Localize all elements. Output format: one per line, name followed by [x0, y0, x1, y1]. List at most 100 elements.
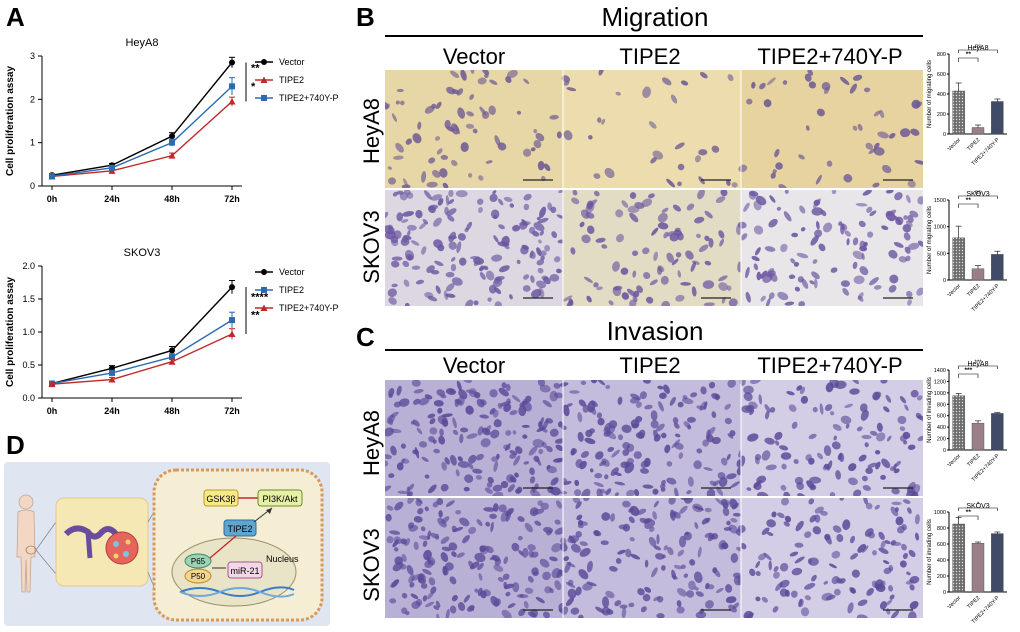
- cell-blob: [643, 518, 651, 523]
- significance-label: **: [966, 51, 972, 58]
- cell-blob: [427, 591, 434, 600]
- cell-blob: [509, 294, 513, 300]
- y-tick-label: 1000: [934, 510, 946, 516]
- cell-blob: [488, 284, 497, 294]
- cell-blob: [596, 286, 603, 291]
- cell-blob: [586, 581, 597, 587]
- cell-blob: [728, 298, 738, 306]
- cell-blob: [852, 237, 859, 246]
- cell-blob: [830, 267, 838, 273]
- human-figure-icon: [16, 494, 37, 593]
- cell-blob: [577, 520, 584, 526]
- x-tick-label: TIPE2: [966, 453, 981, 468]
- cell-blob: [539, 558, 550, 568]
- cell-blob: [883, 406, 890, 413]
- cell-blob: [874, 579, 884, 590]
- cell-blob: [459, 517, 470, 527]
- cell-blob: [779, 562, 789, 572]
- y-tick-label: 200: [937, 574, 946, 580]
- cell-blob: [593, 173, 601, 179]
- cell-blob: [400, 238, 410, 246]
- cell-blob: [570, 447, 576, 456]
- cell-blob: [534, 520, 542, 526]
- cell-blob: [840, 415, 852, 425]
- cell-blob: [860, 409, 869, 421]
- y-tick-label: 1500: [934, 198, 946, 204]
- cell-blob: [907, 214, 914, 223]
- cell-blob: [872, 550, 877, 556]
- significance-bracket: [958, 507, 998, 511]
- cell-blob: [702, 439, 709, 447]
- cell-blob: [523, 193, 532, 201]
- cell-blob: [768, 292, 775, 300]
- cell-blob: [696, 233, 701, 239]
- cell-blob: [763, 552, 772, 561]
- y-tick-label: 200: [937, 112, 946, 118]
- cell-blob: [536, 259, 545, 266]
- cell-blob: [588, 135, 593, 140]
- y-tick-label: 0: [30, 181, 35, 191]
- cell-blob: [862, 190, 872, 196]
- cell-blob: [502, 573, 510, 580]
- cell-blob: [388, 297, 397, 305]
- cell-blob: [596, 412, 603, 419]
- cell-blob: [812, 259, 818, 264]
- cell-blob: [822, 222, 833, 233]
- series-line: [51, 333, 233, 385]
- cell-blob: [575, 501, 582, 509]
- cell-blob: [445, 388, 456, 395]
- cell-blob: [914, 514, 920, 525]
- cell-blob: [869, 210, 877, 217]
- cell-blob: [452, 417, 457, 429]
- x-tick-label: Vector: [947, 137, 962, 152]
- y-tick-label: 600: [937, 414, 946, 420]
- cell-blob: [600, 540, 609, 546]
- cell-blob: [621, 424, 632, 434]
- cell-blob: [393, 547, 399, 552]
- cell-blob: [587, 225, 595, 235]
- cell-blob: [838, 221, 843, 226]
- cell-blob: [601, 606, 611, 616]
- cell-blob: [899, 426, 906, 432]
- cell-blob: [448, 542, 458, 551]
- data-point: [169, 139, 175, 146]
- cell-blob: [441, 546, 452, 552]
- cell-blob: [661, 77, 672, 86]
- y-tick-label: 800: [937, 402, 946, 408]
- cell-blob: [518, 405, 527, 417]
- cell-blob: [901, 523, 908, 531]
- cell-blob: [760, 270, 768, 279]
- cell-blob: [902, 499, 911, 504]
- cell-blob: [562, 295, 573, 302]
- cell-blob: [637, 588, 645, 596]
- cell-blob: [518, 221, 531, 226]
- cell-blob: [780, 484, 787, 491]
- cell-blob: [464, 474, 474, 483]
- cell-blob: [760, 295, 766, 302]
- cell-blob: [539, 230, 544, 236]
- cell-blob: [756, 271, 762, 281]
- cell-blob: [749, 190, 759, 197]
- cell-blob: [800, 607, 810, 617]
- cell-blob: [670, 94, 678, 104]
- significance-bracket: [958, 373, 979, 378]
- cell-blob: [895, 516, 904, 526]
- cell-blob: [708, 238, 714, 248]
- cell-blob: [479, 545, 487, 552]
- cell-blob: [797, 493, 806, 496]
- cell-blob: [798, 301, 806, 306]
- legend-label: Vector: [279, 57, 305, 67]
- cell-blob: [390, 239, 399, 247]
- cell-blob: [403, 279, 410, 287]
- legend-label: TIPE2+740Y-P: [279, 93, 338, 103]
- cell-blob: [627, 205, 640, 213]
- cell-blob: [437, 407, 443, 414]
- cell-blob: [603, 430, 611, 437]
- micrograph-bg: [563, 498, 741, 618]
- cell-blob: [487, 476, 494, 484]
- cell-blob: [412, 419, 420, 427]
- significance-label: ***: [965, 367, 973, 374]
- cell-blob: [766, 77, 776, 86]
- cell-blob: [480, 265, 485, 270]
- cell-blob: [632, 270, 637, 278]
